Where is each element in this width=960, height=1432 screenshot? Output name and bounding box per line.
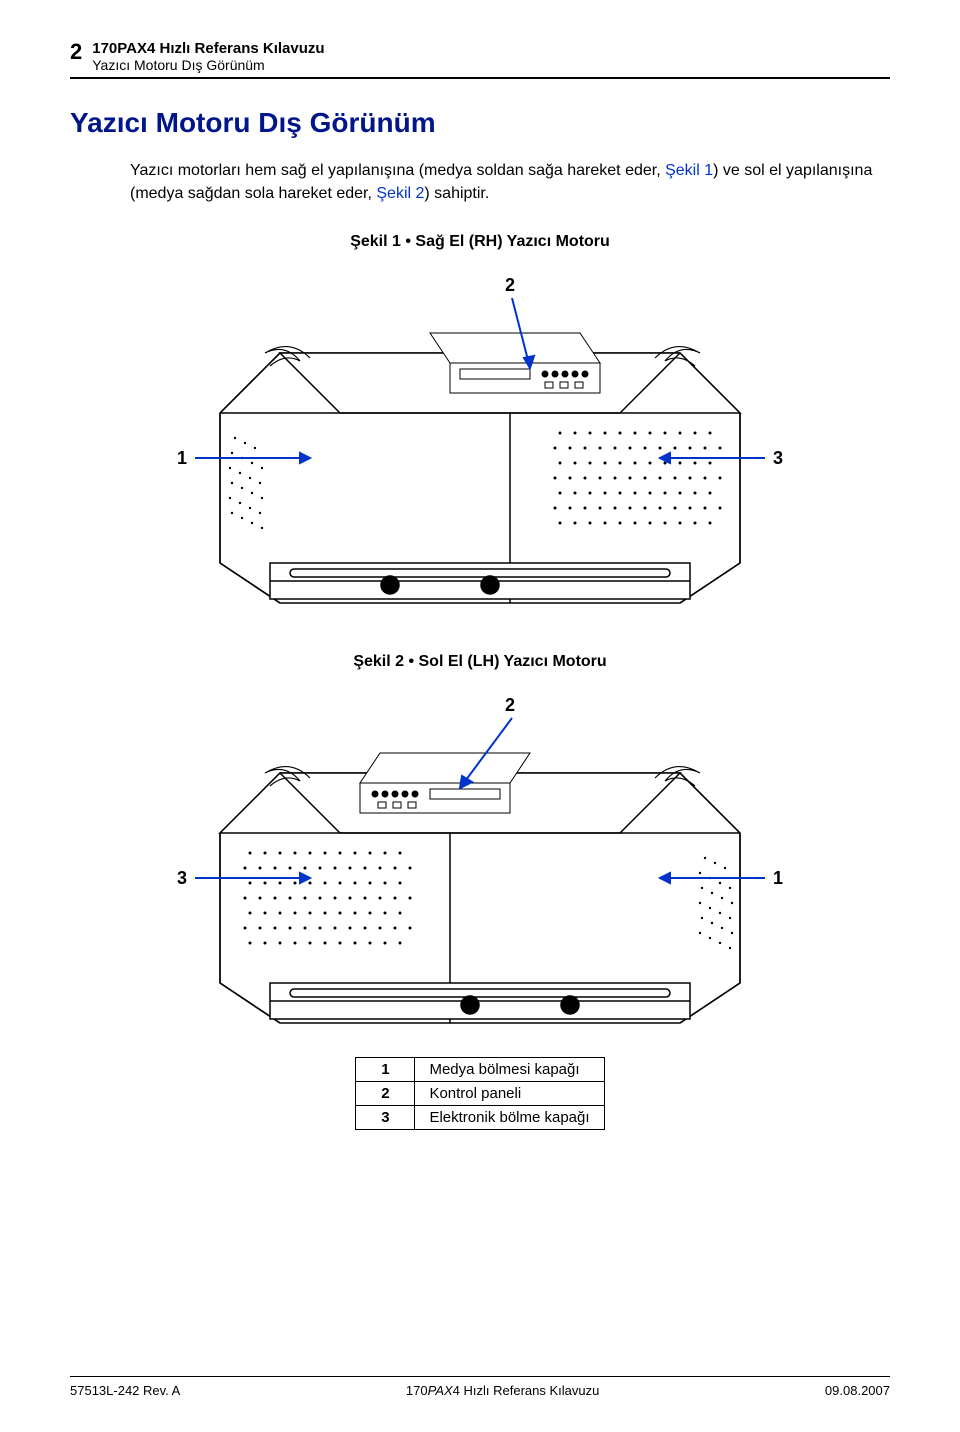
figure-2: Şekil 2 • Sol El (LH) Yazıcı Motoru (70, 653, 890, 1130)
legend-desc: Elektronik bölme kapağı (415, 1106, 604, 1130)
legend-table: 1 Medya bölmesi kapağı 2 Kontrol paneli … (355, 1057, 604, 1130)
footer-center-prefix: 170 (406, 1383, 428, 1398)
footer-left: 57513L-242 Rev. A (70, 1383, 180, 1398)
figure-2-caption: Şekil 2 • Sol El (LH) Yazıcı Motoru (70, 653, 890, 671)
page-number: 2 (70, 40, 82, 64)
intro-prefix: Yazıcı motorları hem sağ el yapılanışına… (130, 162, 665, 179)
page: 2 170PAX4 Hızlı Referans Kılavuzu Yazıcı… (0, 0, 960, 1432)
fig1-callout-left: 1 (177, 448, 187, 468)
fig2-callout-top: 2 (505, 695, 515, 715)
page-header: 2 170PAX4 Hızlı Referans Kılavuzu Yazıcı… (70, 40, 890, 79)
legend-row: 1 Medya bölmesi kapağı (356, 1058, 604, 1082)
legend-desc: Medya bölmesi kapağı (415, 1058, 604, 1082)
legend-row: 2 Kontrol paneli (356, 1082, 604, 1106)
legend-row: 3 Elektronik bölme kapağı (356, 1106, 604, 1130)
footer-center: 170PAX4 Hızlı Referans Kılavuzu (406, 1383, 599, 1398)
header-title: 170PAX4 Hızlı Referans Kılavuzu (92, 40, 324, 57)
footer-right: 09.08.2007 (825, 1383, 890, 1398)
link-figure-1[interactable]: Şekil 1 (665, 162, 713, 179)
page-footer: 57513L-242 Rev. A 170PAX4 Hızlı Referans… (70, 1376, 890, 1398)
header-text: 170PAX4 Hızlı Referans Kılavuzu Yazıcı M… (92, 40, 324, 73)
legend-num: 1 (356, 1058, 415, 1082)
header-subtitle: Yazıcı Motoru Dış Görünüm (92, 57, 324, 73)
figure-1-caption: Şekil 1 • Sağ El (RH) Yazıcı Motoru (70, 233, 890, 251)
legend-num: 2 (356, 1082, 415, 1106)
fig1-callout-right: 3 (773, 448, 783, 468)
figure-2-svg: 2 3 1 (160, 683, 800, 1043)
figure-1-svg: 2 1 3 (160, 263, 800, 623)
figure-1: Şekil 1 • Sağ El (RH) Yazıcı Motoru (70, 233, 890, 623)
fig2-callout-right: 1 (773, 868, 783, 888)
section-title: Yazıcı Motoru Dış Görünüm (70, 107, 890, 139)
link-figure-2[interactable]: Şekil 2 (376, 185, 424, 202)
legend-num: 3 (356, 1106, 415, 1130)
intro-paragraph: Yazıcı motorları hem sağ el yapılanışına… (130, 159, 890, 205)
intro-suffix: ) sahiptir. (424, 185, 489, 202)
footer-center-italic: PAX (428, 1383, 453, 1398)
legend-desc: Kontrol paneli (415, 1082, 604, 1106)
fig2-callout-left: 3 (177, 868, 187, 888)
fig1-callout-top: 2 (505, 275, 515, 295)
footer-center-suffix: 4 Hızlı Referans Kılavuzu (453, 1383, 600, 1398)
